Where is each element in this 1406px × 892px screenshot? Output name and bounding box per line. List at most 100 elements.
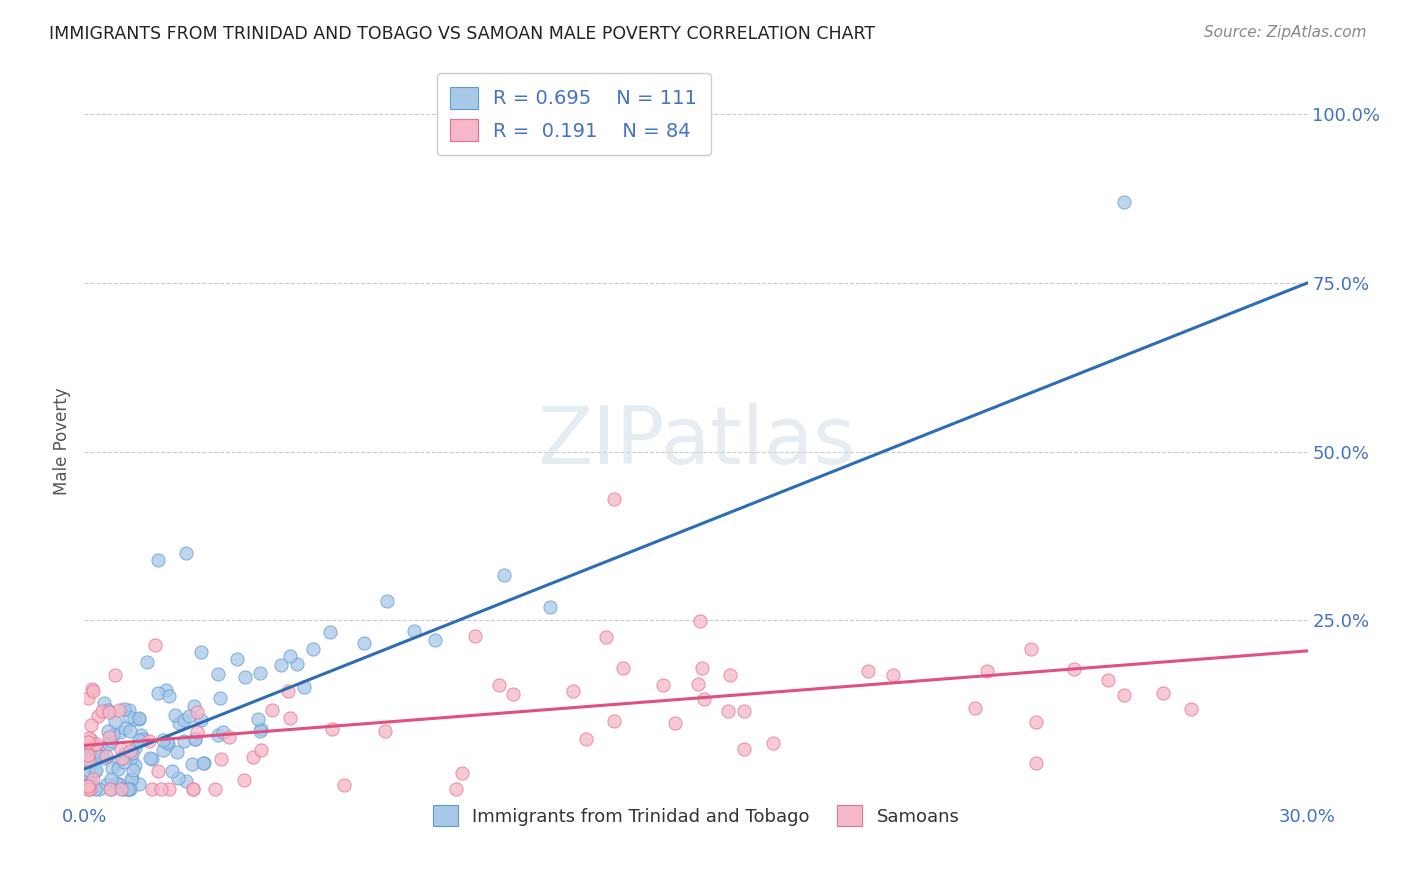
- Point: [160, 764, 183, 778]
- Point: [155, 683, 177, 698]
- Point: [211, 724, 233, 739]
- Point: [77, 731, 100, 745]
- Point: [104, 715, 127, 730]
- Point: [156, 735, 179, 749]
- Point: [98, 782, 121, 797]
- Point: [191, 756, 214, 771]
- Point: [423, 632, 446, 647]
- Point: [186, 705, 208, 719]
- Point: [249, 665, 271, 680]
- Point: [167, 716, 190, 731]
- Point: [77, 743, 100, 757]
- Point: [242, 749, 264, 764]
- Point: [177, 709, 200, 723]
- Point: [353, 636, 375, 650]
- Point: [139, 750, 162, 764]
- Point: [120, 744, 142, 758]
- Point: [1180, 702, 1202, 716]
- Point: [226, 652, 249, 666]
- Point: [122, 712, 145, 726]
- Point: [80, 732, 103, 747]
- Point: [118, 723, 141, 738]
- Point: [110, 782, 132, 797]
- Point: [402, 624, 425, 639]
- Point: [186, 725, 208, 739]
- Point: [100, 782, 122, 797]
- Point: [132, 731, 155, 746]
- Point: [101, 761, 124, 775]
- Point: [128, 733, 150, 747]
- Point: [319, 625, 342, 640]
- Point: [152, 732, 174, 747]
- Point: [451, 765, 474, 780]
- Point: [117, 703, 139, 717]
- Point: [603, 714, 626, 728]
- Point: [97, 705, 120, 719]
- Text: Source: ZipAtlas.com: Source: ZipAtlas.com: [1204, 25, 1367, 40]
- Point: [218, 730, 240, 744]
- Point: [233, 670, 256, 684]
- Point: [97, 723, 120, 738]
- Point: [278, 648, 301, 663]
- Point: [128, 711, 150, 725]
- Point: [207, 666, 229, 681]
- Point: [976, 664, 998, 678]
- Point: [688, 677, 710, 691]
- Point: [141, 752, 163, 766]
- Point: [1063, 662, 1085, 676]
- Point: [107, 777, 129, 791]
- Point: [250, 743, 273, 757]
- Text: IMMIGRANTS FROM TRINIDAD AND TOBAGO VS SAMOAN MALE POVERTY CORRELATION CHART: IMMIGRANTS FROM TRINIDAD AND TOBAGO VS S…: [49, 25, 876, 43]
- Point: [209, 752, 232, 766]
- Point: [105, 776, 128, 790]
- Point: [858, 664, 880, 678]
- Point: [108, 703, 131, 717]
- Point: [166, 771, 188, 785]
- Point: [184, 731, 207, 746]
- Point: [1152, 685, 1174, 699]
- Point: [146, 764, 169, 779]
- Point: [165, 708, 187, 723]
- Point: [157, 782, 180, 797]
- Point: [79, 718, 101, 732]
- Point: [301, 642, 323, 657]
- Point: [84, 737, 107, 751]
- Point: [112, 782, 135, 797]
- Point: [98, 737, 121, 751]
- Point: [93, 697, 115, 711]
- Point: [101, 727, 124, 741]
- Point: [150, 782, 173, 797]
- Point: [146, 552, 169, 566]
- Point: [733, 704, 755, 718]
- Point: [444, 782, 467, 797]
- Point: [716, 705, 738, 719]
- Point: [174, 546, 197, 560]
- Point: [77, 752, 100, 766]
- Point: [83, 782, 105, 797]
- Point: [121, 772, 143, 787]
- Point: [718, 668, 741, 682]
- Point: [143, 638, 166, 652]
- Point: [129, 728, 152, 742]
- Point: [77, 779, 100, 793]
- Point: [79, 782, 101, 797]
- Point: [181, 782, 204, 797]
- Point: [77, 735, 100, 749]
- Point: [538, 600, 561, 615]
- Point: [77, 782, 100, 797]
- Point: [333, 778, 356, 792]
- Point: [77, 782, 100, 797]
- Point: [82, 684, 104, 698]
- Point: [595, 631, 617, 645]
- Point: [262, 703, 284, 717]
- Point: [104, 668, 127, 682]
- Point: [173, 734, 195, 748]
- Point: [118, 782, 141, 797]
- Point: [77, 747, 100, 762]
- Point: [612, 661, 634, 675]
- Point: [152, 743, 174, 757]
- Point: [173, 713, 195, 727]
- Point: [111, 750, 134, 764]
- Point: [128, 777, 150, 791]
- Point: [156, 737, 179, 751]
